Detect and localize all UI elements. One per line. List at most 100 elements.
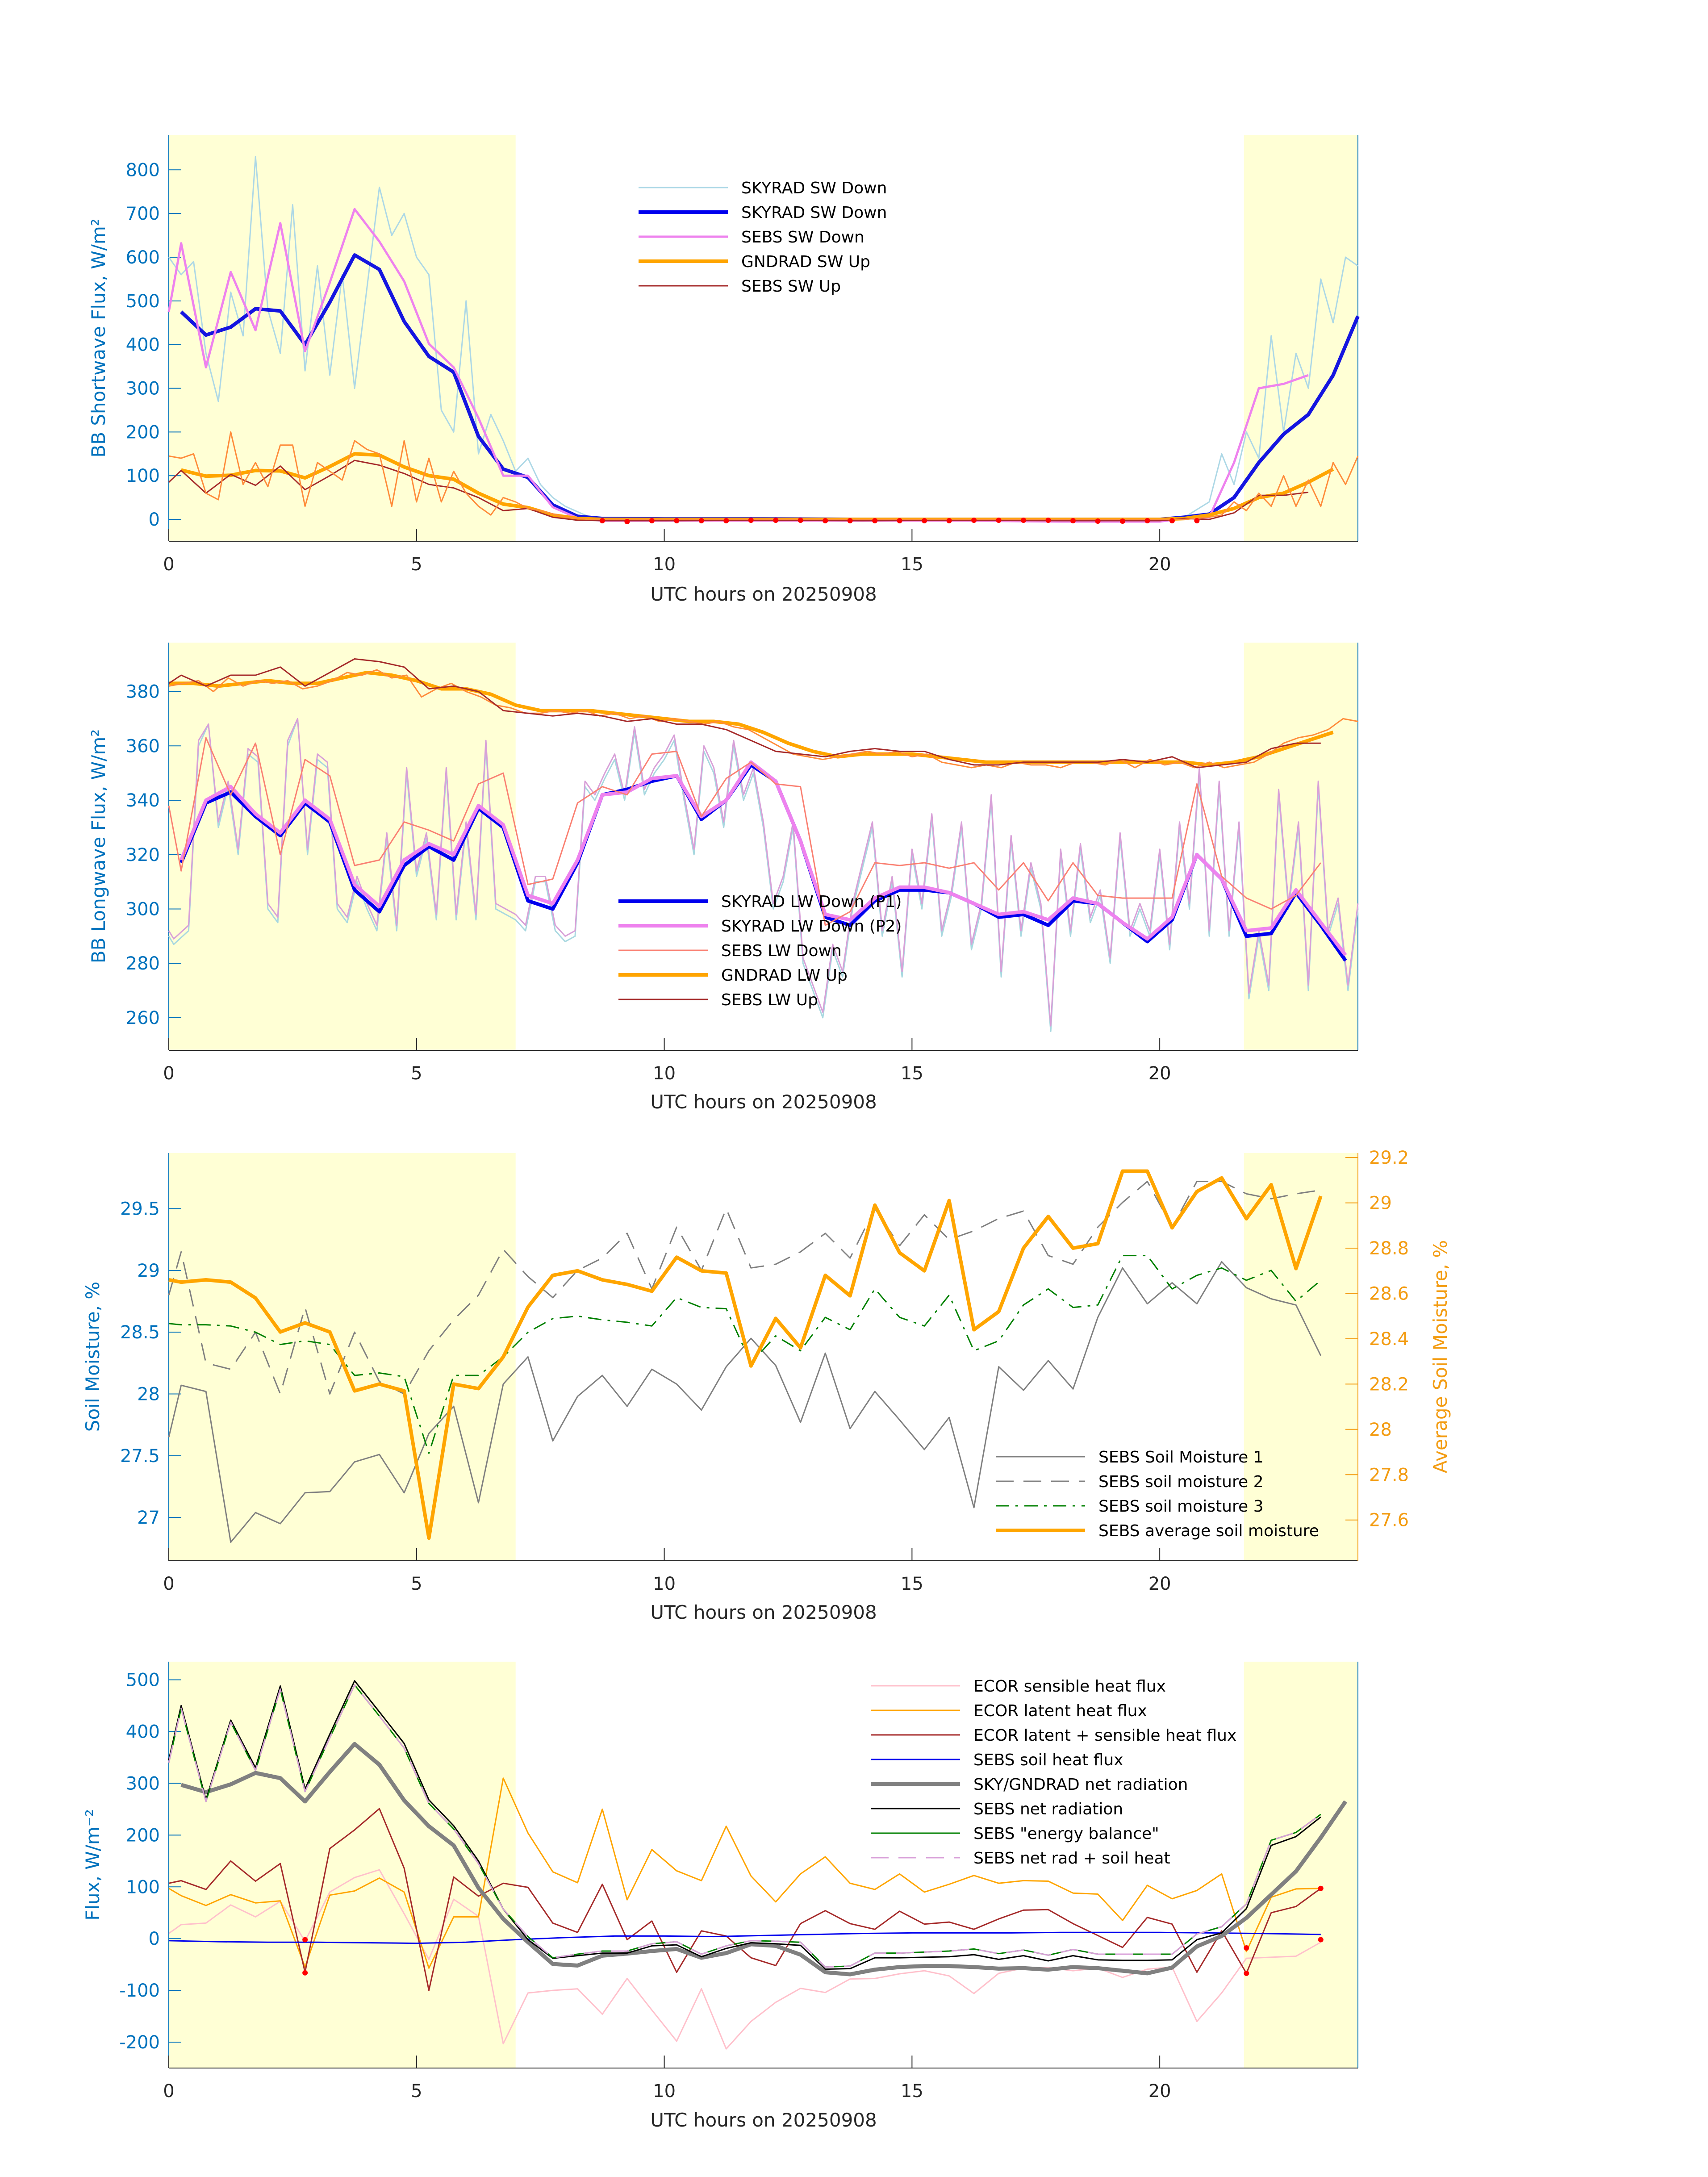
flag-marker bbox=[1169, 518, 1175, 524]
series-line-sebs-lw-down bbox=[168, 737, 1321, 926]
flag-marker bbox=[674, 518, 680, 524]
flag-marker bbox=[624, 518, 630, 524]
series-line-skyrad-lw-down-p2- bbox=[180, 760, 1347, 957]
y-right-tick-label: 28.4 bbox=[1369, 1329, 1409, 1350]
flag-marker bbox=[302, 1937, 308, 1943]
flag-marker bbox=[922, 518, 927, 524]
x-tick-label: 5 bbox=[411, 2081, 422, 2102]
series-line-sebs-net-rad-soil-heat bbox=[168, 1684, 1321, 1968]
y-tick-label: 28 bbox=[137, 1384, 160, 1405]
y-tick-label: 300 bbox=[126, 379, 160, 399]
flag-marker bbox=[1144, 518, 1150, 524]
x-axis-label: UTC hours on 20250908 bbox=[650, 1091, 877, 1113]
x-tick-label: 10 bbox=[653, 2081, 676, 2102]
y-tick-label: 300 bbox=[126, 1773, 160, 1794]
x-tick-label: 15 bbox=[901, 1574, 923, 1594]
series-line-sebs-lw-up bbox=[168, 658, 1321, 769]
series-line-gndrad-lw-up-1-min- bbox=[168, 669, 1358, 769]
series-line-sebs-net-radiation bbox=[168, 1680, 1321, 1970]
energy-flux-chart: 0 5 10 15 20 -200 -100 0 100 200 300 400 500 UTC hou… bbox=[82, 1662, 1358, 2131]
legend-entry-label: SEBS soil moisture 2 bbox=[1098, 1473, 1263, 1491]
y-right-tick-label: 27.8 bbox=[1369, 1465, 1409, 1485]
x-axis-label: UTC hours on 20250908 bbox=[650, 583, 877, 605]
x-tick-label: 0 bbox=[163, 1063, 174, 1084]
flag-marker bbox=[649, 518, 655, 524]
series-line-sky-gndrad-net-radiation bbox=[180, 1742, 1348, 1976]
flag-marker bbox=[1045, 518, 1051, 523]
x-tick-label: 5 bbox=[411, 1574, 422, 1594]
flag-marker bbox=[1119, 518, 1125, 524]
y-tick-label: 260 bbox=[126, 1008, 160, 1028]
daylight-shading bbox=[1244, 1153, 1358, 1561]
legend-entry-label: GNDRAD LW Up bbox=[721, 966, 848, 985]
x-tick-label: 5 bbox=[411, 554, 422, 575]
x-tick-label: 10 bbox=[653, 554, 676, 575]
flag-marker bbox=[1318, 1885, 1324, 1891]
x-tick-label: 0 bbox=[163, 554, 174, 575]
x-axis-label: UTC hours on 20250908 bbox=[650, 2109, 877, 2131]
legend-entry-label: SKYRAD LW Down (P2) bbox=[721, 917, 902, 936]
y-tick-label: -100 bbox=[119, 1981, 160, 2001]
legend-entry-label: SEBS average soil moisture bbox=[1098, 1522, 1319, 1540]
y-right-tick-label: 28 bbox=[1369, 1420, 1392, 1440]
x-tick-label: 20 bbox=[1148, 554, 1171, 575]
y-right-tick-label: 27.6 bbox=[1369, 1510, 1409, 1531]
flag-marker bbox=[1194, 518, 1200, 524]
y-tick-label: 800 bbox=[126, 160, 160, 180]
series-line-ecor-latent-heat-flux bbox=[168, 1777, 1321, 1969]
x-tick-label: 20 bbox=[1148, 1574, 1171, 1594]
flag-marker bbox=[599, 518, 605, 524]
legend-entry-label: SEBS SW Down bbox=[741, 228, 864, 247]
y-tick-label: 100 bbox=[126, 466, 160, 486]
soil-moisture-chart: 0 5 10 15 20 27 27.5 28 28.5 29 29.5 27.6 27.8 28 28.2… bbox=[82, 1148, 1451, 1623]
flag-marker bbox=[946, 518, 952, 524]
legend-entry-label: SEBS Soil Moisture 1 bbox=[1098, 1448, 1264, 1467]
flag-marker bbox=[1070, 518, 1076, 524]
y-tick-label: 29 bbox=[137, 1261, 160, 1281]
x-tick-label: 15 bbox=[901, 554, 923, 575]
legend-entry-label: ECOR latent heat flux bbox=[973, 1702, 1147, 1720]
daylight-shading bbox=[1244, 643, 1358, 1050]
legend-entry-label: SKYRAD SW Down bbox=[741, 179, 887, 197]
y-right-tick-label: 29.2 bbox=[1369, 1148, 1409, 1168]
series-line-sebs-average-soil-moisture bbox=[168, 1169, 1323, 1540]
y-tick-label: 500 bbox=[126, 291, 160, 312]
flag-marker bbox=[1244, 1970, 1249, 1976]
flag-marker bbox=[748, 518, 754, 523]
legend-entry-label: SEBS net radiation bbox=[973, 1800, 1123, 1818]
series-line-sebs-soil-moisture-1 bbox=[168, 1261, 1322, 1543]
x-tick-label: 10 bbox=[653, 1574, 676, 1594]
legend: SKYRAD LW Down (P1) SKYRAD LW Down (P2) SE… bbox=[618, 893, 902, 1009]
legend-entry-label: GNDRAD SW Up bbox=[741, 253, 870, 271]
series-line-gndrad-lw-up bbox=[169, 671, 1334, 767]
legend-entry-label: SEBS soil moisture 3 bbox=[1098, 1497, 1263, 1516]
legend-entry-label: SKYRAD LW Down (P1) bbox=[721, 893, 902, 911]
y-tick-label: 100 bbox=[126, 1877, 160, 1897]
x-tick-label: 20 bbox=[1148, 1063, 1171, 1084]
x-tick-label: 15 bbox=[901, 1063, 923, 1084]
x-tick-label: 5 bbox=[411, 1063, 422, 1084]
flag-marker bbox=[723, 518, 729, 524]
x-axis-label: UTC hours on 20250908 bbox=[650, 1601, 877, 1623]
series-line-gndrad-sw-up-1-min- bbox=[168, 431, 1359, 520]
flag-marker bbox=[847, 518, 853, 524]
flag-marker bbox=[773, 518, 779, 523]
legend-entry-label: SEBS LW Up bbox=[721, 991, 818, 1009]
y-right-tick-label: 28.2 bbox=[1369, 1374, 1409, 1395]
y-tick-label: 27 bbox=[137, 1508, 160, 1528]
legend-entry-label: SKYRAD SW Down bbox=[741, 204, 887, 222]
y-tick-label: 340 bbox=[126, 790, 160, 811]
y-axis-label: Soil Moisture, % bbox=[82, 1282, 104, 1432]
y-right-tick-label: 28.8 bbox=[1369, 1238, 1409, 1259]
flag-marker bbox=[823, 518, 828, 524]
legend: SKYRAD SW Down SKYRAD SW Down SEBS SW Down… bbox=[639, 179, 887, 296]
y-tick-label: 400 bbox=[126, 1722, 160, 1742]
x-tick-label: 15 bbox=[901, 2081, 923, 2102]
y-axis-right-label: Average Soil Moisture, % bbox=[1429, 1240, 1451, 1473]
y-tick-label: 380 bbox=[126, 682, 160, 702]
legend-entry-label: SEBS LW Down bbox=[721, 942, 842, 960]
series-line-sebs-soil-moisture-2 bbox=[168, 1181, 1321, 1395]
y-tick-label: 200 bbox=[126, 422, 160, 443]
